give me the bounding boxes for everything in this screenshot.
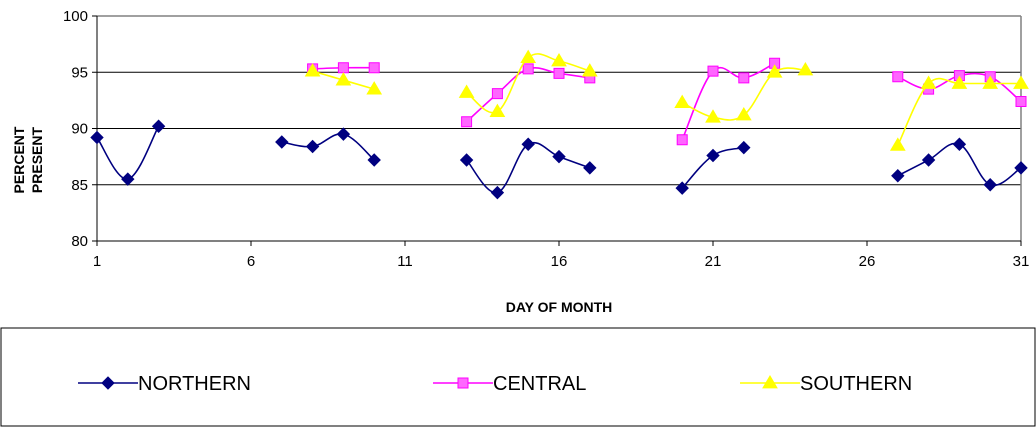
series-southern-point-1-2: [520, 49, 537, 64]
series-northern-point-4-0: [891, 169, 905, 183]
series-southern-point-3-4: [1013, 75, 1029, 89]
y-axis-title: PERCENT PRESENT: [11, 126, 45, 193]
series-northern-point-1-3: [367, 153, 381, 167]
series-northern-point-2-3: [552, 149, 566, 164]
series-northern: [90, 119, 1028, 200]
legend-item-northern: NORTHERN: [78, 373, 251, 395]
x-tick-label-2: 11: [397, 253, 413, 270]
series-southern-point-2-2: [735, 107, 752, 121]
legend-swatch-marker-central: [457, 377, 469, 389]
y-tick-label-1: 85: [71, 177, 88, 194]
series-central-point-3-4: [1015, 96, 1027, 107]
series-northern-point-0-1: [121, 172, 135, 186]
series-southern-point-1-4: [581, 63, 598, 77]
x-axis-title: DAY OF MONTH: [506, 299, 613, 315]
x-tick-label-5: 26: [859, 253, 876, 270]
series-northern-point-0-0: [90, 130, 104, 145]
series-southern-point-3-0: [889, 137, 906, 151]
series-southern-point-3-2: [951, 75, 968, 89]
legend-label-southern: SOUTHERN: [800, 373, 912, 395]
series-central-line-2: [681, 62, 775, 141]
legend-box: [0, 327, 1036, 427]
x-tick-label-6: 31: [1013, 253, 1030, 270]
series-northern-line-1: [281, 133, 375, 161]
series-southern-point-2-1: [705, 109, 721, 123]
series-southern-point-2-4: [797, 62, 814, 76]
series-northern-point-4-1: [921, 153, 936, 167]
x-tick-label-0: 1: [93, 253, 101, 270]
y-tick-label-3: 95: [71, 64, 88, 81]
series-central-point-1-0: [461, 116, 473, 128]
series-northern-point-3-2: [737, 140, 751, 155]
legend: NORTHERN CENTRAL SOUTHERN: [78, 373, 912, 395]
series-central-point-1-3: [553, 67, 565, 79]
series-northern-point-3-1: [706, 148, 720, 163]
series-southern-point-2-3: [766, 64, 783, 78]
series-northern-point-4-3: [983, 178, 997, 192]
y-axis-title-line-2: PRESENT: [29, 126, 45, 193]
legend-label-northern: NORTHERN: [138, 373, 251, 395]
series-southern-point-1-1: [489, 103, 506, 118]
series-southern-point-3-1: [920, 75, 937, 89]
legend-swatch-marker-northern: [101, 376, 115, 390]
series-southern-point-0-1: [335, 72, 352, 86]
series-central-point-2-2: [738, 72, 750, 84]
legend-swatch-marker-southern: [762, 375, 778, 389]
series-northern-point-1-2: [336, 127, 351, 141]
series-central-point-3-0: [892, 71, 904, 83]
series-southern-point-2-0: [674, 94, 691, 109]
series-northern-point-4-2: [952, 137, 967, 151]
series-southern-point-1-0: [458, 84, 475, 98]
series-central-line-1: [466, 67, 590, 123]
series-southern-point-1-3: [551, 53, 567, 67]
y-tick-label-2: 90: [71, 121, 88, 138]
series-northern-point-2-0: [459, 153, 474, 167]
y-tick-label-4: 100: [63, 8, 88, 25]
legend-label-central: CENTRAL: [493, 373, 586, 395]
series-northern-point-3-0: [675, 181, 689, 195]
series-northern-point-1-1: [305, 139, 320, 154]
series-southern-point-0-2: [366, 81, 383, 95]
x-tick-label-4: 21: [705, 253, 722, 270]
series-northern-point-0-2: [151, 119, 166, 133]
series-northern-point-2-2: [521, 137, 535, 151]
series-southern-point-3-3: [982, 75, 999, 89]
series-central-point-1-1: [491, 88, 503, 100]
series-central-point-2-0: [676, 134, 688, 146]
series-central-point-0-1: [337, 62, 349, 74]
x-tick-label-3: 16: [551, 253, 568, 270]
plot-series: [90, 49, 1029, 200]
y-tick-label-0: 80: [71, 233, 88, 250]
series-central-point-2-1: [707, 65, 719, 77]
series-central-point-0-2: [368, 62, 380, 74]
series-central-point-1-2: [522, 63, 534, 75]
legend-item-southern: SOUTHERN: [740, 373, 912, 395]
series-northern-point-4-4: [1014, 161, 1028, 175]
series-northern-point-1-0: [275, 135, 289, 149]
series-northern-point-2-4: [583, 161, 597, 175]
legend-item-central: CENTRAL: [433, 373, 586, 395]
series-northern-point-2-1: [490, 185, 505, 200]
series-southern-point-0-0: [304, 63, 321, 77]
y-axis-title-line-1: PERCENT: [11, 126, 27, 193]
series-southern: [304, 49, 1029, 151]
series-northern-line-0: [96, 125, 160, 180]
x-tick-label-1: 6: [247, 253, 255, 270]
